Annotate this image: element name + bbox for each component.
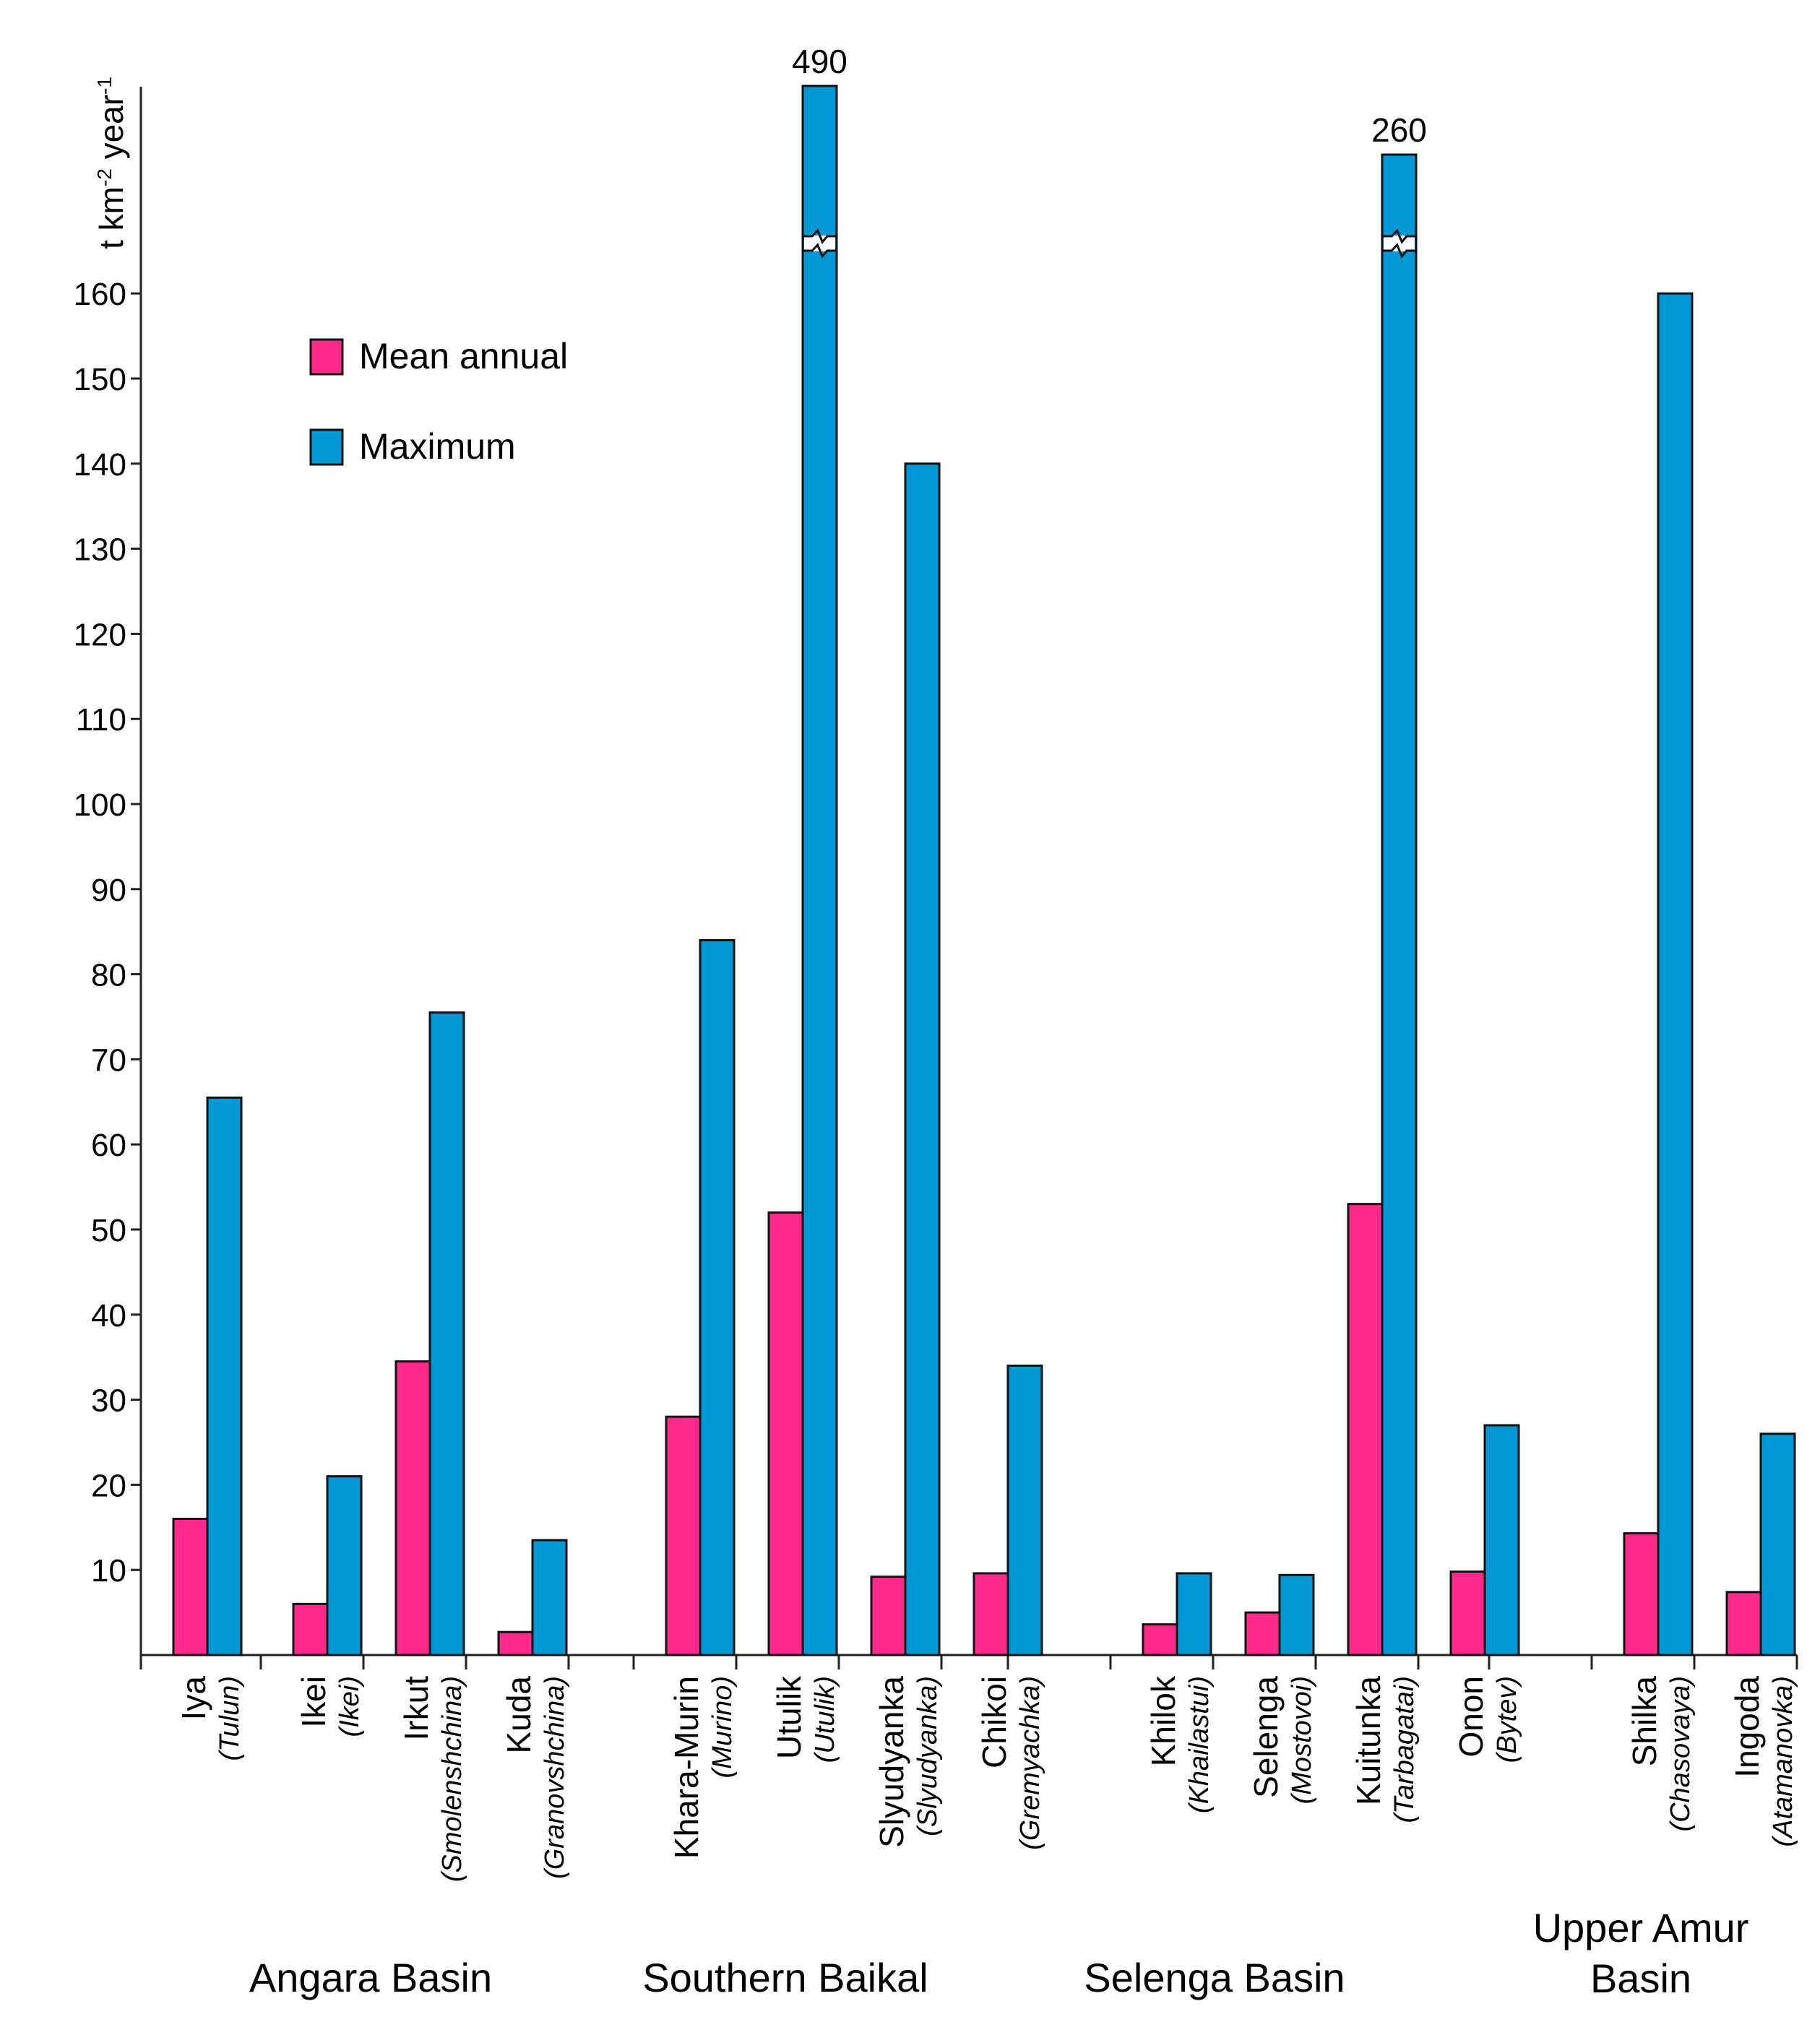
bar-maximum — [801, 85, 838, 1656]
station-name-label: (Ikei) — [335, 1676, 365, 1737]
bar-mean-annual — [292, 1602, 329, 1656]
river-name-label: Chikoi — [975, 1676, 1013, 1768]
bar-mean-annual — [1142, 1623, 1178, 1656]
axis-break-gap — [1384, 236, 1415, 251]
y-tick-label: 120 — [74, 617, 126, 652]
river-name-label: Kuitunka — [1350, 1676, 1387, 1805]
y-tick-label: 50 — [91, 1213, 126, 1248]
station-name-label: (Murino) — [707, 1676, 738, 1778]
bar-mean-annual — [1347, 1203, 1384, 1656]
bar-mean-annual — [1449, 1570, 1486, 1656]
bar-maximum — [1483, 1424, 1520, 1656]
group-label: Angara Basin — [249, 1955, 492, 2000]
y-tick-label: 160 — [74, 277, 126, 312]
bar-maximum — [1278, 1573, 1315, 1656]
bar-mean-annual — [665, 1415, 702, 1656]
station-name-label: (Mostovoi) — [1287, 1676, 1317, 1804]
station-name-label: (Smolenshchina) — [437, 1676, 467, 1882]
station-name-label: (Tulun) — [215, 1676, 245, 1761]
axis-break-mark — [803, 243, 837, 259]
river-name-label: Selenga — [1247, 1676, 1285, 1798]
legend-label: Maximum — [359, 426, 516, 467]
bar-maximum — [326, 1475, 363, 1656]
station-name-label: (Granovshchina) — [540, 1676, 570, 1879]
bar-mean-annual — [870, 1576, 907, 1656]
axis-break-mark — [1382, 243, 1416, 259]
river-name-label: Ingoda — [1728, 1676, 1766, 1778]
bar-maximum — [1006, 1364, 1043, 1656]
station-name-label: (Atamanovka) — [1768, 1676, 1798, 1847]
y-axis-title-part: -2 — [93, 168, 116, 186]
y-tick-label: 10 — [91, 1553, 126, 1589]
bar-value-label: 490 — [792, 43, 848, 80]
y-axis-title: t km-2 year-1 — [92, 77, 130, 249]
legend-swatch — [309, 428, 344, 466]
bar-maximum — [699, 938, 736, 1656]
y-tick-label: 130 — [74, 532, 126, 568]
river-name-label: Khilok — [1144, 1675, 1182, 1766]
axis-break-gap — [804, 236, 835, 251]
bar-maximum — [1176, 1572, 1212, 1656]
river-name-label: Khara-Murin — [668, 1676, 705, 1859]
bar-maximum — [1381, 153, 1418, 1656]
bar-maximum — [531, 1539, 568, 1656]
bar-mean-annual — [1623, 1532, 1660, 1656]
bar-maximum — [206, 1096, 243, 1656]
y-tick-label: 60 — [91, 1128, 126, 1163]
y-axis-title-part: -1 — [93, 77, 116, 95]
bar-mean-annual — [1244, 1611, 1281, 1656]
station-name-label: (Tarbagatai) — [1389, 1676, 1420, 1823]
bar-maximum — [1657, 292, 1694, 1656]
bar-mean-annual — [172, 1518, 209, 1656]
y-axis-title-part: t km — [92, 186, 130, 249]
bar-mean-annual — [1725, 1591, 1762, 1656]
bar-maximum — [428, 1011, 465, 1656]
y-tick-label: 30 — [91, 1383, 126, 1419]
bar-mean-annual — [497, 1630, 534, 1656]
station-name-label: (Khailastui) — [1184, 1676, 1215, 1813]
group-label: Southern Baikal — [642, 1955, 928, 2000]
station-name-label: (Chasovaya) — [1665, 1676, 1696, 1831]
bar-maximum — [904, 462, 941, 1656]
y-tick-label: 80 — [91, 958, 126, 993]
bar-maximum — [1759, 1433, 1796, 1656]
river-name-label: Slyudyanka — [873, 1676, 910, 1848]
y-axis-title-part: year — [92, 95, 130, 168]
y-tick-label: 20 — [91, 1468, 126, 1503]
y-tick-label: 100 — [74, 787, 126, 823]
river-name-label: Onon — [1452, 1676, 1490, 1758]
legend-label: Mean annual — [359, 336, 568, 376]
y-tick-label: 110 — [76, 702, 126, 738]
group-label: Selenga Basin — [1084, 1955, 1345, 2000]
river-name-label: Irkut — [397, 1676, 435, 1741]
river-name-label: Utulik — [770, 1675, 808, 1759]
bar-mean-annual — [972, 1572, 1009, 1656]
axis-break-mark — [803, 228, 837, 244]
axis-break-mark — [1382, 228, 1416, 244]
river-name-label: Kuda — [500, 1676, 538, 1754]
y-tick-label: 140 — [74, 447, 126, 483]
river-name-label: Iya — [175, 1676, 212, 1721]
legend-swatch — [309, 338, 344, 376]
river-name-label: Ikei — [295, 1676, 332, 1728]
station-name-label: (Gremyachka) — [1015, 1676, 1045, 1850]
y-tick-label: 70 — [91, 1042, 126, 1078]
y-tick-label: 90 — [91, 873, 126, 908]
group-label: Basin — [1590, 1956, 1691, 2001]
group-label: Upper Amur — [1533, 1905, 1749, 1950]
station-name-label: (Bytev) — [1492, 1676, 1522, 1763]
y-tick-label: 150 — [74, 362, 126, 397]
station-name-label: (Utulik) — [810, 1676, 840, 1763]
river-name-label: Shilka — [1626, 1676, 1663, 1767]
bar-mean-annual — [394, 1360, 431, 1656]
bar-value-label: 260 — [1371, 111, 1427, 149]
y-tick-label: 40 — [91, 1298, 126, 1334]
station-name-label: (Slyudyanka) — [913, 1676, 943, 1836]
bar-mean-annual — [767, 1211, 804, 1656]
